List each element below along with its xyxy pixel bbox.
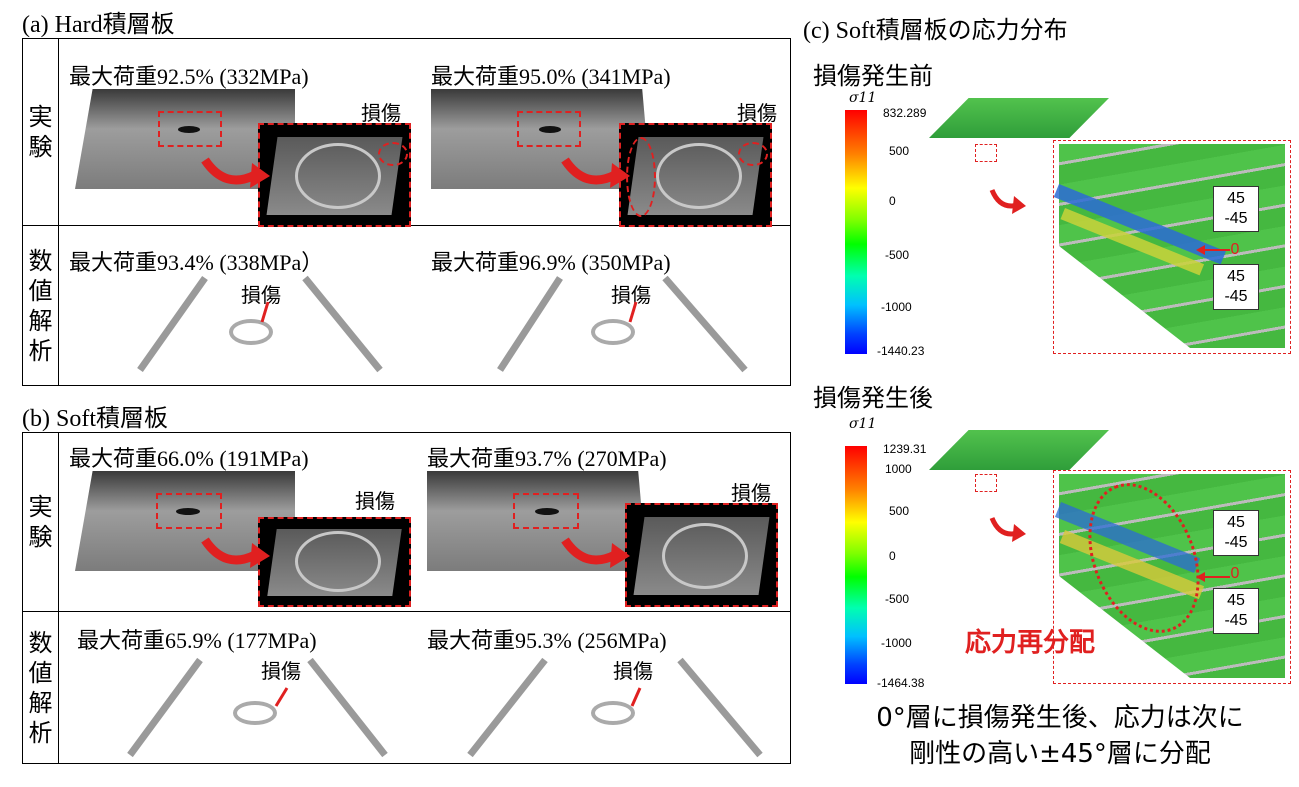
damage-label: 損傷 [731, 481, 771, 505]
colorbar-before [845, 110, 867, 354]
row-label-experiment: 実験 [23, 39, 59, 225]
panel-b: 実験 数値解析 最大荷重66.0% (191MPa) 最大荷重93.7% (27… [22, 432, 791, 764]
caption-ana-right: 最大荷重96.9% (350MPa) [431, 250, 671, 275]
panel-c-after: σ11 1239.31 1000 500 0 -500 -1000 -1464.… [803, 414, 1295, 690]
conclusion-note: 0°層に損傷発生後、応力は次に 剛性の高い±45°層に分配 [876, 703, 1244, 769]
colorbar-tick: -500 [885, 248, 910, 262]
colorbar-tick: 500 [889, 504, 910, 518]
layer-labels-top: 45 -45 [1213, 186, 1259, 232]
layer-labels-bottom: 45 -45 [1213, 588, 1259, 634]
damage-marker [378, 142, 408, 166]
specimen-hole [535, 508, 559, 515]
caption-exp-right: 最大荷重95.0% (341MPa) [431, 64, 671, 89]
sigma-label: σ11 [849, 90, 877, 106]
specimen-hole [178, 126, 200, 133]
zoom-inset-left [258, 517, 411, 607]
colorbar-tick: 0 [889, 549, 896, 563]
colorbar-tick: 500 [889, 144, 910, 158]
caption-ana-left: 最大荷重93.4% (338MPa） [69, 250, 324, 275]
zoom-region [1053, 140, 1291, 354]
specimen-hole [539, 126, 561, 133]
damage-label: 損傷 [355, 489, 395, 513]
roi-box [975, 474, 997, 492]
colorbar-tick: -500 [885, 592, 910, 606]
colorbar-after [845, 446, 867, 684]
layer-label-zero: 0 [1230, 241, 1240, 258]
fe-ring-right [591, 701, 635, 725]
panel-c-title: (c) Soft積層板の応力分布 [803, 16, 1068, 44]
row-label-experiment: 実験 [23, 433, 59, 611]
fe-ring-right [591, 319, 635, 345]
row-label-analysis: 数値解析 [23, 226, 59, 385]
damage-label: 損傷 [613, 659, 653, 683]
caption-exp-left: 最大荷重92.5% (332MPa) [69, 64, 309, 89]
caption-exp-right: 最大荷重93.7% (270MPa) [427, 446, 667, 471]
colorbar-tick: 1239.31 [883, 442, 927, 456]
row-divider [23, 611, 790, 612]
colorbar-tick: -1440.23 [877, 344, 925, 358]
roi-box [158, 111, 222, 147]
layer-labels-top: 45 -45 [1213, 510, 1259, 556]
layer-labels-bottom: 45 -45 [1213, 264, 1259, 310]
layer-label-zero: 0 [1230, 565, 1240, 582]
damage-label: 損傷 [261, 659, 301, 683]
colorbar-tick: 1000 [885, 462, 912, 476]
colorbar-tick: 832.289 [883, 106, 927, 120]
panel-c-arrows [989, 188, 1230, 582]
roi-box [517, 111, 581, 147]
damage-label: 損傷 [361, 101, 401, 125]
damage-label: 損傷 [737, 101, 777, 125]
caption-ana-right: 最大荷重95.3% (256MPa) [427, 628, 667, 653]
row-label-analysis: 数値解析 [23, 612, 59, 763]
fe-ring-left [233, 701, 277, 725]
colorbar-tick: -1000 [881, 300, 912, 314]
before-damage-title: 損傷発生前 [813, 62, 933, 90]
damage-marker [738, 142, 768, 166]
roi-box [513, 493, 579, 529]
damage-label: 損傷 [611, 283, 651, 307]
sigma-label: σ11 [849, 416, 877, 432]
after-damage-title: 損傷発生後 [813, 384, 933, 412]
panel-b-title: (b) Soft積層板 [22, 404, 168, 432]
panel-a: 実験 数値解析 最大荷重92.5% (332MPa) 最大荷重95.0% (34… [22, 38, 791, 386]
roi-box [156, 493, 222, 529]
colorbar-tick: -1464.38 [877, 676, 925, 690]
specimen-hole [176, 508, 200, 515]
zoom-inset-left [258, 123, 411, 227]
damage-label: 損傷 [241, 283, 281, 307]
fe-ring-left [229, 319, 273, 345]
caption-exp-left: 最大荷重66.0% (191MPa) [69, 446, 309, 471]
redistribution-label: 応力再分配 [965, 628, 1096, 658]
diagram-overlay [127, 157, 763, 758]
colorbar-tick: -1000 [881, 636, 912, 650]
colorbar-tick: 0 [889, 194, 896, 208]
zoom-inset-right [625, 503, 778, 607]
caption-ana-left: 最大荷重65.9% (177MPa) [77, 628, 317, 653]
panel-c-before: σ11 832.289 500 0 -500 -1000 -1440.23 45… [803, 88, 1295, 368]
panel-a-title: (a) Hard積層板 [22, 10, 175, 38]
zoom-region [1053, 470, 1291, 684]
roi-box [975, 144, 997, 162]
